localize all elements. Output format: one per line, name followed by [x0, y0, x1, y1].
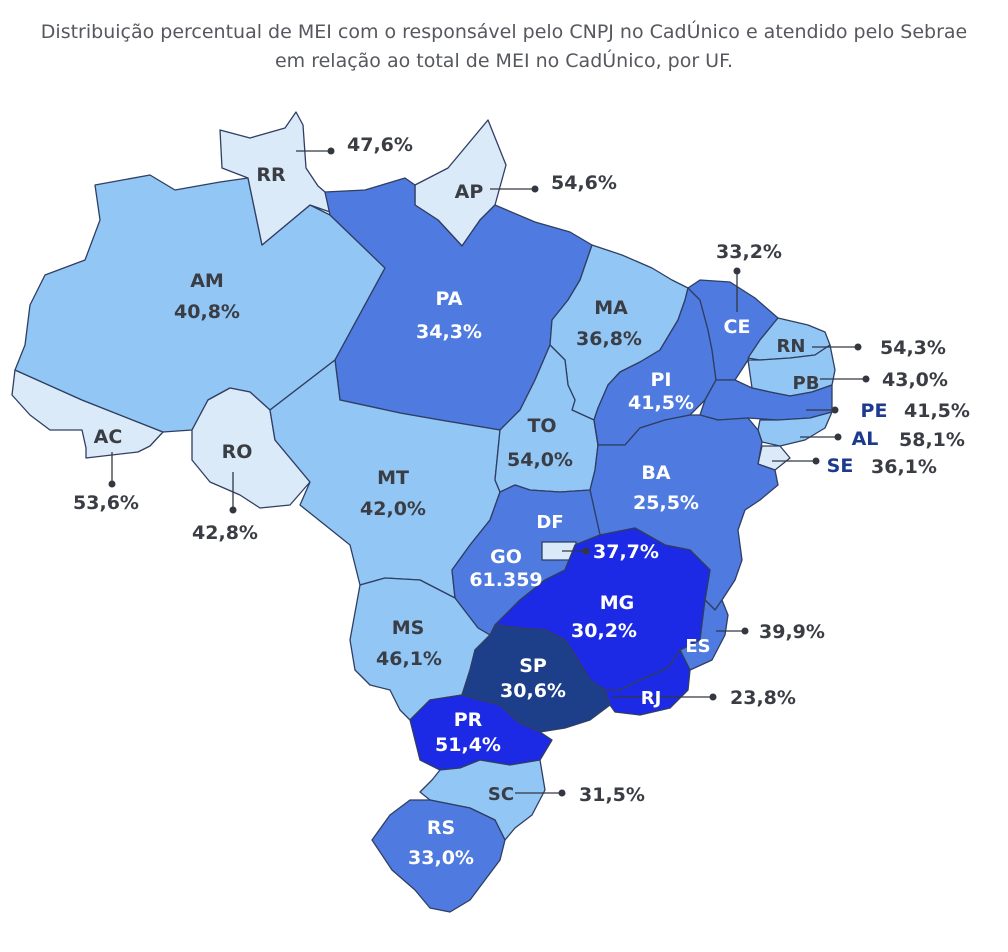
state-code-pb: PB — [793, 373, 820, 394]
state-value-to: 54,0% — [507, 449, 573, 471]
state-code-df: DF — [536, 512, 563, 533]
state-value-pe: 41,5% — [904, 400, 970, 422]
map-title: Distribuição percentual de MEI com o res… — [0, 18, 1008, 76]
state-code-mg: MG — [600, 592, 635, 614]
state-value-rs: 33,0% — [408, 847, 474, 869]
state-rr[interactable] — [219, 111, 331, 246]
state-code-pa: PA — [436, 288, 463, 310]
state-value-ce: 33,2% — [716, 241, 782, 263]
state-code-sp: SP — [519, 655, 547, 677]
state-value-rn: 54,3% — [880, 337, 946, 359]
state-es[interactable] — [679, 599, 729, 671]
state-code-pi: PI — [651, 369, 672, 391]
state-code-pe: PE — [861, 400, 888, 422]
state-code-ro: RO — [222, 441, 253, 463]
state-sc[interactable] — [419, 759, 546, 841]
state-code-sc: SC — [488, 784, 514, 805]
state-code-am: AM — [190, 270, 224, 292]
state-value-rr: 47,6% — [347, 134, 413, 156]
state-labels: RR 47,6% AP 54,6% AM 40,8% PA 34,3% MA 36,8% CE 33,… — [73, 134, 970, 869]
state-code-rn: RN — [777, 336, 806, 357]
state-code-ap: AP — [455, 181, 484, 203]
state-code-rs: RS — [427, 817, 455, 839]
state-value-al: 58,1% — [899, 429, 965, 451]
state-value-mg: 30,2% — [571, 620, 637, 642]
state-code-rj: RJ — [641, 688, 662, 709]
state-value-es: 39,9% — [759, 621, 825, 643]
state-code-es: ES — [685, 636, 710, 657]
state-value-pi: 41,5% — [628, 392, 694, 414]
state-code-se: SE — [827, 455, 854, 477]
state-code-pr: PR — [454, 709, 483, 731]
title-line-2: em relação ao total de MEI no CadÚnico, … — [274, 50, 734, 72]
state-code-to: TO — [527, 415, 556, 437]
state-code-mt: MT — [377, 467, 409, 489]
state-value-ma: 36,8% — [576, 328, 642, 350]
state-code-ac: AC — [94, 426, 123, 448]
state-value-ba: 25,5% — [633, 492, 699, 514]
state-value-ro: 42,8% — [192, 522, 258, 544]
state-value-am: 40,8% — [174, 301, 240, 323]
state-value-pa: 34,3% — [416, 321, 482, 343]
state-value-pr: 51,4% — [435, 734, 501, 756]
state-code-ms: MS — [392, 617, 425, 639]
state-value-pb: 43,0% — [882, 369, 948, 391]
state-code-ma: MA — [594, 297, 628, 319]
state-code-rr: RR — [256, 164, 286, 186]
state-value-go: 61.359 — [469, 569, 542, 591]
state-value-sp: 30,6% — [500, 680, 566, 702]
state-value-ac: 53,6% — [73, 492, 139, 514]
state-code-ba: BA — [641, 462, 670, 484]
title-line-1: Distribuição percentual de MEI com o res… — [40, 21, 968, 43]
state-value-sc: 31,5% — [579, 784, 645, 806]
state-code-ce: CE — [724, 316, 751, 338]
state-code-go: GO — [490, 546, 522, 568]
state-value-mt: 42,0% — [360, 498, 426, 520]
state-value-ap: 54,6% — [551, 172, 617, 194]
state-value-rj: 23,8% — [730, 687, 796, 709]
leader-lines — [108, 147, 870, 797]
state-rs[interactable] — [371, 799, 506, 913]
state-rj[interactable] — [604, 649, 691, 716]
state-value-ms: 46,1% — [376, 648, 442, 670]
state-value-se: 36,1% — [871, 456, 937, 478]
state-shapes — [11, 111, 836, 913]
state-value-df: 37,7% — [593, 541, 659, 563]
state-code-al: AL — [852, 428, 879, 450]
